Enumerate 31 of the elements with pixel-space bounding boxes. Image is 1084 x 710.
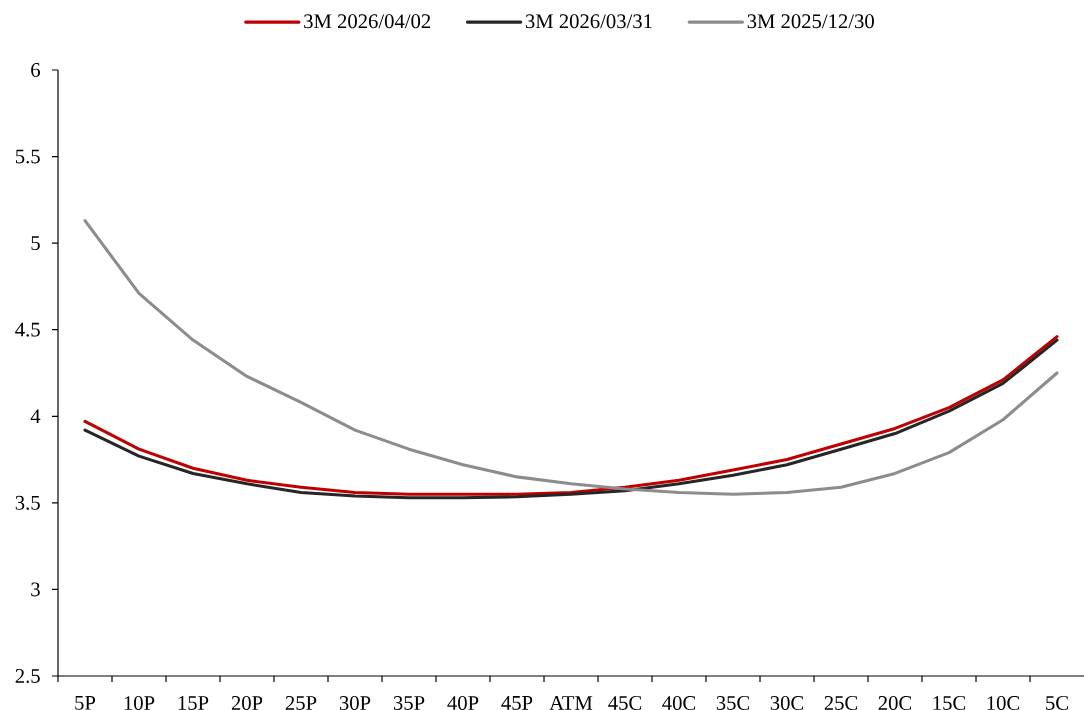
x-tick-label: 40C	[662, 696, 696, 710]
x-tick-label: 15C	[933, 696, 966, 710]
x-tick-label: 20C	[878, 696, 912, 710]
y-tick-label: 5.5	[15, 149, 40, 164]
x-tick-label: ATM	[549, 696, 593, 710]
y-tick-label: 3	[31, 582, 40, 597]
y-tick-label: 3.5	[15, 495, 40, 510]
x-tick-label: 40P	[447, 696, 479, 710]
x-tick-label: 45C	[608, 696, 642, 710]
x-tick-label: 35P	[393, 696, 425, 710]
legend-label: 3M 2026/04/02	[304, 14, 431, 29]
x-tick-label: 5P	[75, 696, 96, 710]
x-tick-label: 5C	[1046, 696, 1068, 710]
x-tick-label: 15P	[178, 696, 209, 710]
x-tick-label: 20P	[231, 696, 263, 710]
y-tick-label: 4.5	[15, 322, 40, 337]
y-tick-label: 5	[31, 236, 40, 251]
x-tick-label: 10C	[987, 696, 1020, 710]
x-tick-label: 25P	[285, 696, 317, 710]
x-tick-label: 10P	[124, 696, 155, 710]
x-tick-label: 35C	[716, 696, 750, 710]
x-tick-label: 30C	[770, 696, 804, 710]
y-tick-label: 4	[30, 409, 41, 424]
legend-label: 3M 2026/03/31	[525, 14, 652, 29]
x-tick-label: 45P	[501, 696, 533, 710]
y-tick-label: 2.5	[15, 669, 40, 683]
y-tick-label: 6	[31, 63, 41, 77]
x-tick-label: 25C	[824, 696, 858, 710]
line-series	[83, 219, 1059, 496]
legend-label: 3M 2025/12/30	[747, 14, 874, 29]
x-tick-label: 30P	[339, 696, 371, 710]
